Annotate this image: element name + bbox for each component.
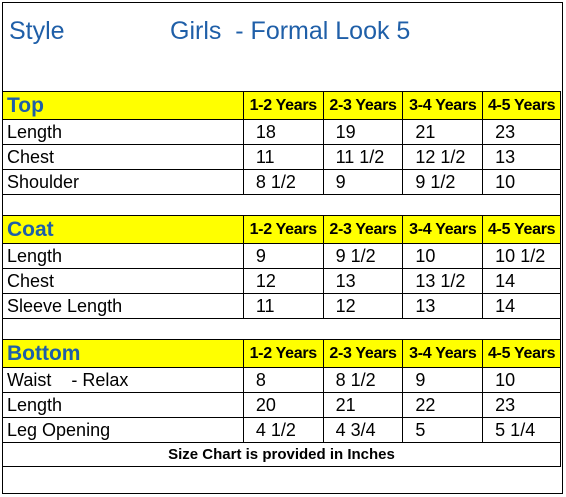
row-label: Length (2, 243, 244, 269)
size-value: 11 (242, 144, 324, 170)
age-header: 3-4 Years (402, 215, 484, 244)
table-row: Shoulder 8 1/2 9 9 1/2 10 (2, 169, 561, 195)
size-value: 20 (242, 392, 324, 418)
size-value: 4 1/2 (242, 417, 324, 443)
table-row: Length 9 9 1/2 10 10 1/2 (2, 243, 561, 269)
table-row: Sleeve Length 11 12 13 14 (2, 293, 561, 319)
row-label: Shoulder (2, 169, 244, 195)
section-header-top: Top 1-2 Years 2-3 Years 3-4 Years 4-5 Ye… (2, 91, 561, 120)
size-value: 9 (242, 243, 324, 269)
size-value: 21 (402, 119, 484, 145)
size-value: 13 (402, 293, 484, 319)
table-row: Length 18 19 21 23 (2, 119, 561, 145)
age-header: 1-2 Years (242, 215, 324, 244)
section-title: Bottom (2, 339, 244, 368)
chart-title: Girls - Formal Look 5 (170, 17, 411, 45)
section-header-coat: Coat 1-2 Years 2-3 Years 3-4 Years 4-5 Y… (2, 215, 561, 244)
title-area: Style Girls - Formal Look 5 (3, 3, 562, 92)
size-value: 12 1/2 (402, 144, 484, 170)
size-value: 23 (482, 119, 561, 145)
size-value: 13 (322, 268, 404, 294)
size-value: 8 (242, 367, 324, 393)
size-value: 8 1/2 (242, 169, 324, 195)
size-chart-note: Size Chart is provided in Inches (2, 442, 561, 467)
size-value: 13 (482, 144, 561, 170)
spacer-row (2, 194, 561, 216)
size-value: 9 (402, 367, 484, 393)
size-value: 18 (242, 119, 324, 145)
size-value: 10 1/2 (482, 243, 561, 269)
size-value: 23 (482, 392, 561, 418)
size-value: 9 (322, 169, 404, 195)
size-value: 10 (482, 169, 561, 195)
size-table: Top 1-2 Years 2-3 Years 3-4 Years 4-5 Ye… (2, 91, 561, 467)
size-value: 8 1/2 (322, 367, 404, 393)
table-row: Chest 12 13 13 1/2 14 (2, 268, 561, 294)
spacer-row (2, 318, 561, 340)
size-value: 21 (322, 392, 404, 418)
size-value: 14 (482, 268, 561, 294)
size-value: 22 (402, 392, 484, 418)
row-label: Length (2, 119, 244, 145)
size-value: 4 3/4 (322, 417, 404, 443)
style-label: Style (9, 17, 65, 45)
row-label: Waist - Relax (2, 367, 244, 393)
age-header: 1-2 Years (242, 91, 324, 120)
section-title: Top (2, 91, 244, 120)
footer-row: Size Chart is provided in Inches (2, 442, 561, 467)
age-header: 2-3 Years (322, 215, 404, 244)
row-label: Chest (2, 144, 244, 170)
age-header: 3-4 Years (402, 91, 484, 120)
size-value: 13 1/2 (402, 268, 484, 294)
size-value: 9 1/2 (322, 243, 404, 269)
age-header: 1-2 Years (242, 339, 324, 368)
table-row: Leg Opening 4 1/2 4 3/4 5 5 1/4 (2, 417, 561, 443)
section-header-bottom: Bottom 1-2 Years 2-3 Years 3-4 Years 4-5… (2, 339, 561, 368)
row-label: Leg Opening (2, 417, 244, 443)
size-value: 11 (242, 293, 324, 319)
size-value: 10 (482, 367, 561, 393)
age-header: 2-3 Years (322, 91, 404, 120)
size-value: 9 1/2 (402, 169, 484, 195)
table-row: Waist - Relax 8 8 1/2 9 10 (2, 367, 561, 393)
size-value: 19 (322, 119, 404, 145)
row-label: Length (2, 392, 244, 418)
size-value: 14 (482, 293, 561, 319)
size-value: 5 1/4 (482, 417, 561, 443)
row-label: Chest (2, 268, 244, 294)
size-value: 12 (322, 293, 404, 319)
size-value: 11 1/2 (322, 144, 404, 170)
age-header: 4-5 Years (482, 339, 561, 368)
age-header: 2-3 Years (322, 339, 404, 368)
size-value: 10 (402, 243, 484, 269)
table-row: Length 20 21 22 23 (2, 392, 561, 418)
age-header: 4-5 Years (482, 215, 561, 244)
size-value: 12 (242, 268, 324, 294)
size-value: 5 (402, 417, 484, 443)
row-label: Sleeve Length (2, 293, 244, 319)
age-header: 4-5 Years (482, 91, 561, 120)
section-title: Coat (2, 215, 244, 244)
table-row: Chest 11 11 1/2 12 1/2 13 (2, 144, 561, 170)
age-header: 3-4 Years (402, 339, 484, 368)
